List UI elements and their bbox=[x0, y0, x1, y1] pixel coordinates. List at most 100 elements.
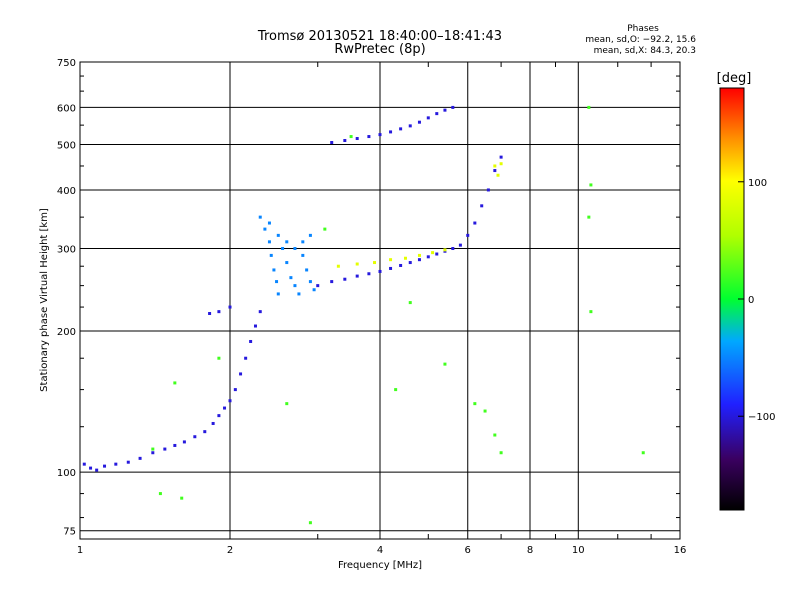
data-point bbox=[203, 430, 207, 434]
data-point bbox=[267, 221, 271, 225]
data-point bbox=[281, 247, 285, 251]
data-point bbox=[443, 108, 447, 112]
data-point bbox=[367, 135, 371, 139]
data-point bbox=[323, 227, 327, 231]
data-point bbox=[343, 277, 347, 281]
data-point bbox=[426, 116, 430, 120]
data-point bbox=[305, 268, 309, 272]
x-tick-label: 2 bbox=[227, 545, 233, 556]
data-point bbox=[103, 464, 107, 468]
data-point bbox=[293, 284, 297, 288]
x-tick-label: 6 bbox=[465, 545, 471, 556]
data-point bbox=[589, 310, 593, 314]
data-point bbox=[473, 402, 477, 406]
data-point bbox=[496, 173, 500, 177]
data-point bbox=[151, 447, 155, 451]
data-point bbox=[275, 280, 279, 284]
data-point bbox=[499, 451, 503, 455]
y-tick-label: 400 bbox=[57, 186, 76, 197]
x-tick-label: 4 bbox=[377, 545, 383, 556]
x-tick-label: 1 bbox=[77, 545, 83, 556]
data-point bbox=[253, 324, 257, 328]
data-point bbox=[443, 248, 447, 252]
data-point bbox=[443, 362, 447, 366]
data-point bbox=[336, 264, 340, 268]
data-point bbox=[263, 227, 267, 231]
chart-subtitle: RwPretec (8p) bbox=[334, 42, 425, 57]
data-point bbox=[435, 112, 439, 116]
data-point bbox=[378, 269, 382, 273]
data-point bbox=[312, 288, 316, 292]
data-point bbox=[301, 240, 305, 244]
data-point bbox=[276, 233, 280, 237]
y-tick-label: 75 bbox=[63, 527, 76, 538]
data-point bbox=[373, 261, 377, 265]
data-point bbox=[276, 292, 280, 296]
data-point bbox=[272, 268, 276, 272]
data-point bbox=[114, 462, 118, 466]
data-point bbox=[343, 139, 347, 143]
data-point bbox=[587, 215, 591, 219]
x-tick-label: 16 bbox=[674, 545, 687, 556]
data-point bbox=[480, 204, 484, 208]
data-point bbox=[308, 521, 312, 525]
y-tick-label: 750 bbox=[57, 58, 76, 69]
data-point bbox=[301, 253, 305, 257]
data-point bbox=[138, 456, 142, 460]
data-point bbox=[126, 460, 130, 464]
data-point bbox=[408, 261, 412, 265]
data-point bbox=[330, 141, 334, 145]
data-point bbox=[403, 256, 407, 260]
data-point bbox=[408, 301, 412, 305]
annotation-header: Phases bbox=[627, 24, 659, 34]
colorbar-tick-label: 100 bbox=[748, 178, 767, 189]
data-point bbox=[223, 406, 227, 410]
data-point bbox=[493, 169, 497, 173]
data-point bbox=[493, 164, 497, 168]
annotation-x: mean, sd,X: 84.3, 20.3 bbox=[594, 46, 696, 56]
data-point bbox=[367, 272, 371, 276]
data-point bbox=[208, 312, 212, 316]
data-point bbox=[228, 399, 232, 403]
data-point bbox=[228, 305, 232, 309]
data-point bbox=[193, 435, 197, 439]
data-point bbox=[408, 124, 412, 128]
data-point bbox=[151, 451, 155, 455]
data-point bbox=[389, 258, 393, 262]
data-point bbox=[285, 240, 289, 244]
data-point bbox=[211, 421, 215, 425]
data-point bbox=[355, 137, 359, 141]
data-point bbox=[258, 215, 262, 219]
data-point bbox=[417, 258, 421, 262]
data-point bbox=[473, 221, 477, 225]
data-point bbox=[289, 276, 293, 280]
data-point bbox=[297, 292, 301, 296]
y-tick-label: 300 bbox=[57, 245, 76, 256]
data-point bbox=[249, 339, 253, 343]
data-point bbox=[355, 274, 359, 278]
data-point bbox=[587, 105, 591, 109]
data-point bbox=[316, 284, 320, 288]
data-point bbox=[217, 414, 221, 418]
x-axis-label: Frequency [MHz] bbox=[338, 560, 422, 571]
y-tick-label: 200 bbox=[57, 327, 76, 338]
data-point bbox=[499, 162, 503, 166]
data-point bbox=[486, 188, 490, 192]
data-point bbox=[458, 243, 462, 247]
data-point bbox=[355, 262, 359, 266]
data-point bbox=[389, 266, 393, 270]
data-point bbox=[349, 135, 353, 139]
data-point bbox=[435, 252, 439, 256]
data-point bbox=[89, 466, 93, 470]
colorbar-ticks: 100 0 −100 bbox=[738, 178, 775, 423]
data-points bbox=[82, 105, 645, 525]
data-point bbox=[285, 261, 289, 265]
y-axis: 75 100 200 300 400 500 600 750 bbox=[57, 58, 680, 538]
colorbar-tick-label: −100 bbox=[748, 412, 775, 423]
colorbar-tick-label: 0 bbox=[748, 295, 754, 306]
y-axis-label: Stationary phase Virtual Height [km] bbox=[39, 208, 50, 392]
data-point bbox=[308, 233, 312, 237]
data-point bbox=[239, 372, 243, 376]
data-point bbox=[267, 240, 271, 244]
